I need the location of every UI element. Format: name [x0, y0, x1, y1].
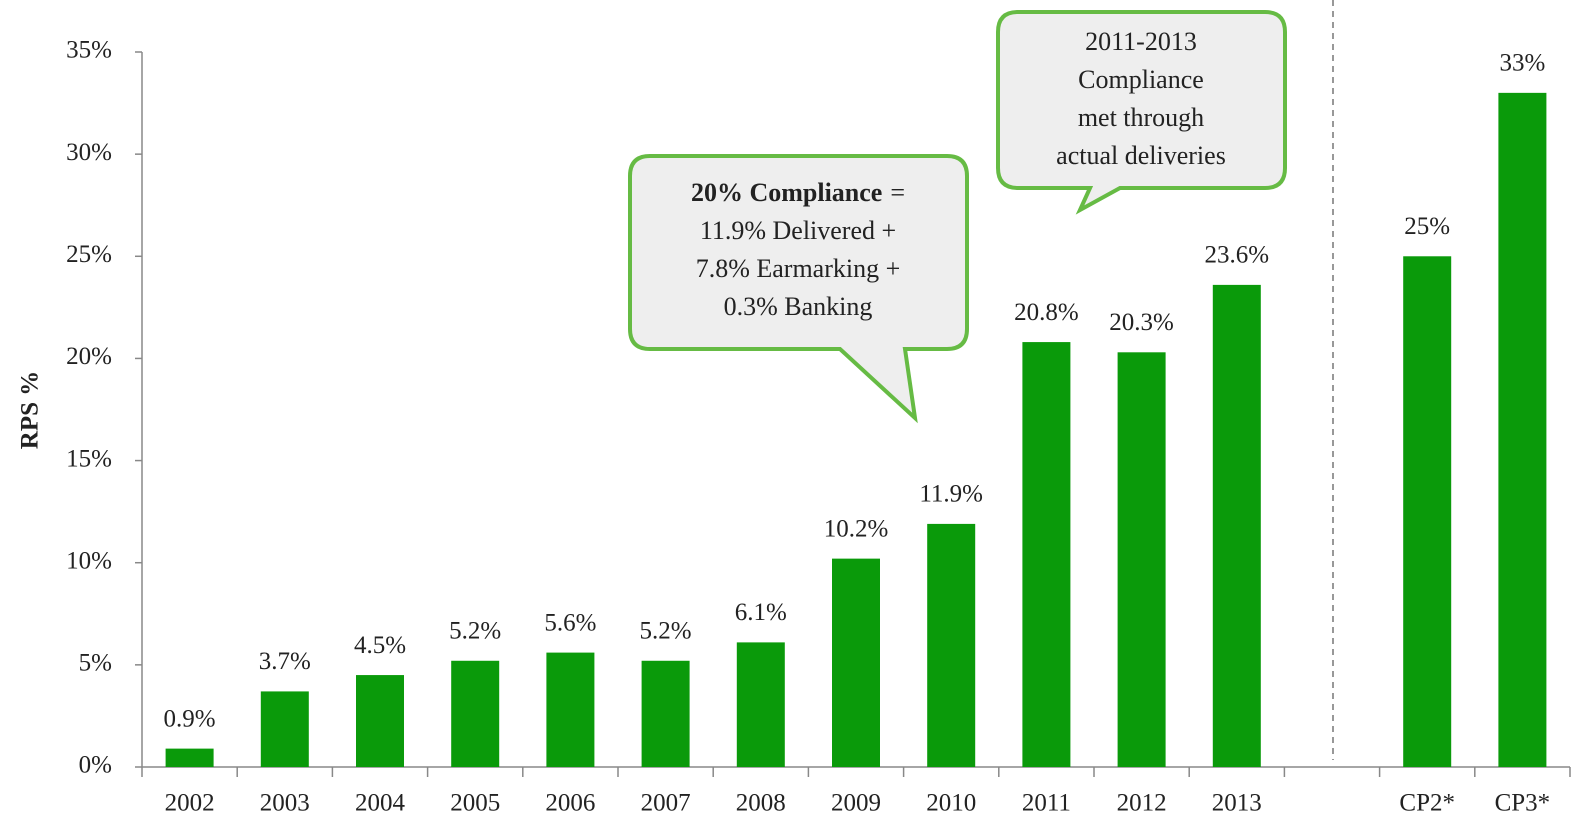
callout-text: 7.8% Earmarking + — [696, 254, 901, 283]
value-label: 4.5% — [354, 632, 406, 659]
y-tick-label: 10% — [66, 547, 112, 574]
bar — [546, 652, 595, 767]
x-tick-label: 2002 — [165, 790, 215, 817]
value-label: 10.2% — [824, 515, 889, 542]
y-tick-label: 20% — [66, 343, 112, 370]
callout-text: actual deliveries — [1056, 141, 1226, 170]
x-tick-label: CP3* — [1495, 790, 1551, 817]
x-tick-label: 2013 — [1212, 790, 1262, 817]
y-tick-label: 15% — [66, 445, 112, 472]
bar — [832, 558, 880, 767]
bar — [927, 523, 976, 767]
bar — [1498, 92, 1547, 768]
callout: 2011-2013 Compliance met through actual … — [996, 10, 1287, 215]
x-tick-label: 2009 — [831, 790, 881, 817]
y-tick-label: 30% — [66, 139, 112, 166]
bar — [1022, 342, 1071, 767]
callout: 20% Compliance = 11.9% Delivered + 7.8% E… — [628, 154, 969, 424]
bar — [260, 691, 309, 767]
bar — [641, 660, 690, 767]
x-tick-label: 2006 — [545, 790, 595, 817]
callout-box — [996, 10, 1287, 215]
callout-text: 11.9% Delivered + — [700, 216, 896, 245]
x-tick-label: 2007 — [641, 790, 691, 817]
x-tick-label: CP2* — [1399, 790, 1455, 817]
bar — [356, 675, 404, 767]
value-label: 23.6% — [1205, 242, 1270, 269]
bar — [1403, 256, 1452, 767]
value-label: 0.9% — [164, 705, 216, 732]
callout-box — [628, 154, 969, 424]
x-tick-label: 2011 — [1022, 790, 1071, 817]
x-tick-label: 2008 — [736, 790, 786, 817]
value-label: 11.9% — [919, 481, 983, 508]
bar — [1117, 352, 1166, 767]
callout-text: 2011-2013 — [1085, 27, 1197, 56]
y-axis-label: RPS % — [17, 371, 44, 449]
x-tick-label: 2012 — [1117, 790, 1167, 817]
x-tick-label: 2003 — [260, 790, 310, 817]
x-tick-label: 2010 — [926, 790, 976, 817]
y-tick-label: 5% — [79, 650, 112, 677]
x-tick-label: 2005 — [450, 790, 500, 817]
x-tick-label: 2004 — [355, 790, 406, 817]
callout-text: 0.3% Banking — [724, 292, 873, 321]
value-label: 3.7% — [259, 648, 311, 675]
callout-text: 20% Compliance = — [691, 178, 905, 207]
value-label: 6.1% — [735, 599, 787, 626]
value-label: 33% — [1499, 50, 1545, 77]
y-tick-label: 35% — [66, 37, 112, 64]
callout-text: = — [890, 178, 905, 207]
callout-text: met through — [1078, 103, 1204, 132]
callout-text: Compliance — [1078, 65, 1204, 94]
value-label: 5.6% — [544, 609, 596, 636]
value-label: 20.8% — [1014, 299, 1079, 326]
bar — [1212, 284, 1261, 767]
value-label: 5.2% — [449, 618, 501, 645]
value-label: 20.3% — [1109, 309, 1174, 336]
value-label: 25% — [1404, 213, 1450, 240]
y-tick-label: 25% — [66, 241, 112, 268]
bar — [736, 642, 785, 767]
callout-bold: 20% Compliance — [691, 178, 882, 207]
value-label: 5.2% — [640, 618, 692, 645]
y-tick-label: 0% — [79, 752, 112, 779]
bar — [165, 748, 214, 767]
bar — [451, 660, 500, 767]
